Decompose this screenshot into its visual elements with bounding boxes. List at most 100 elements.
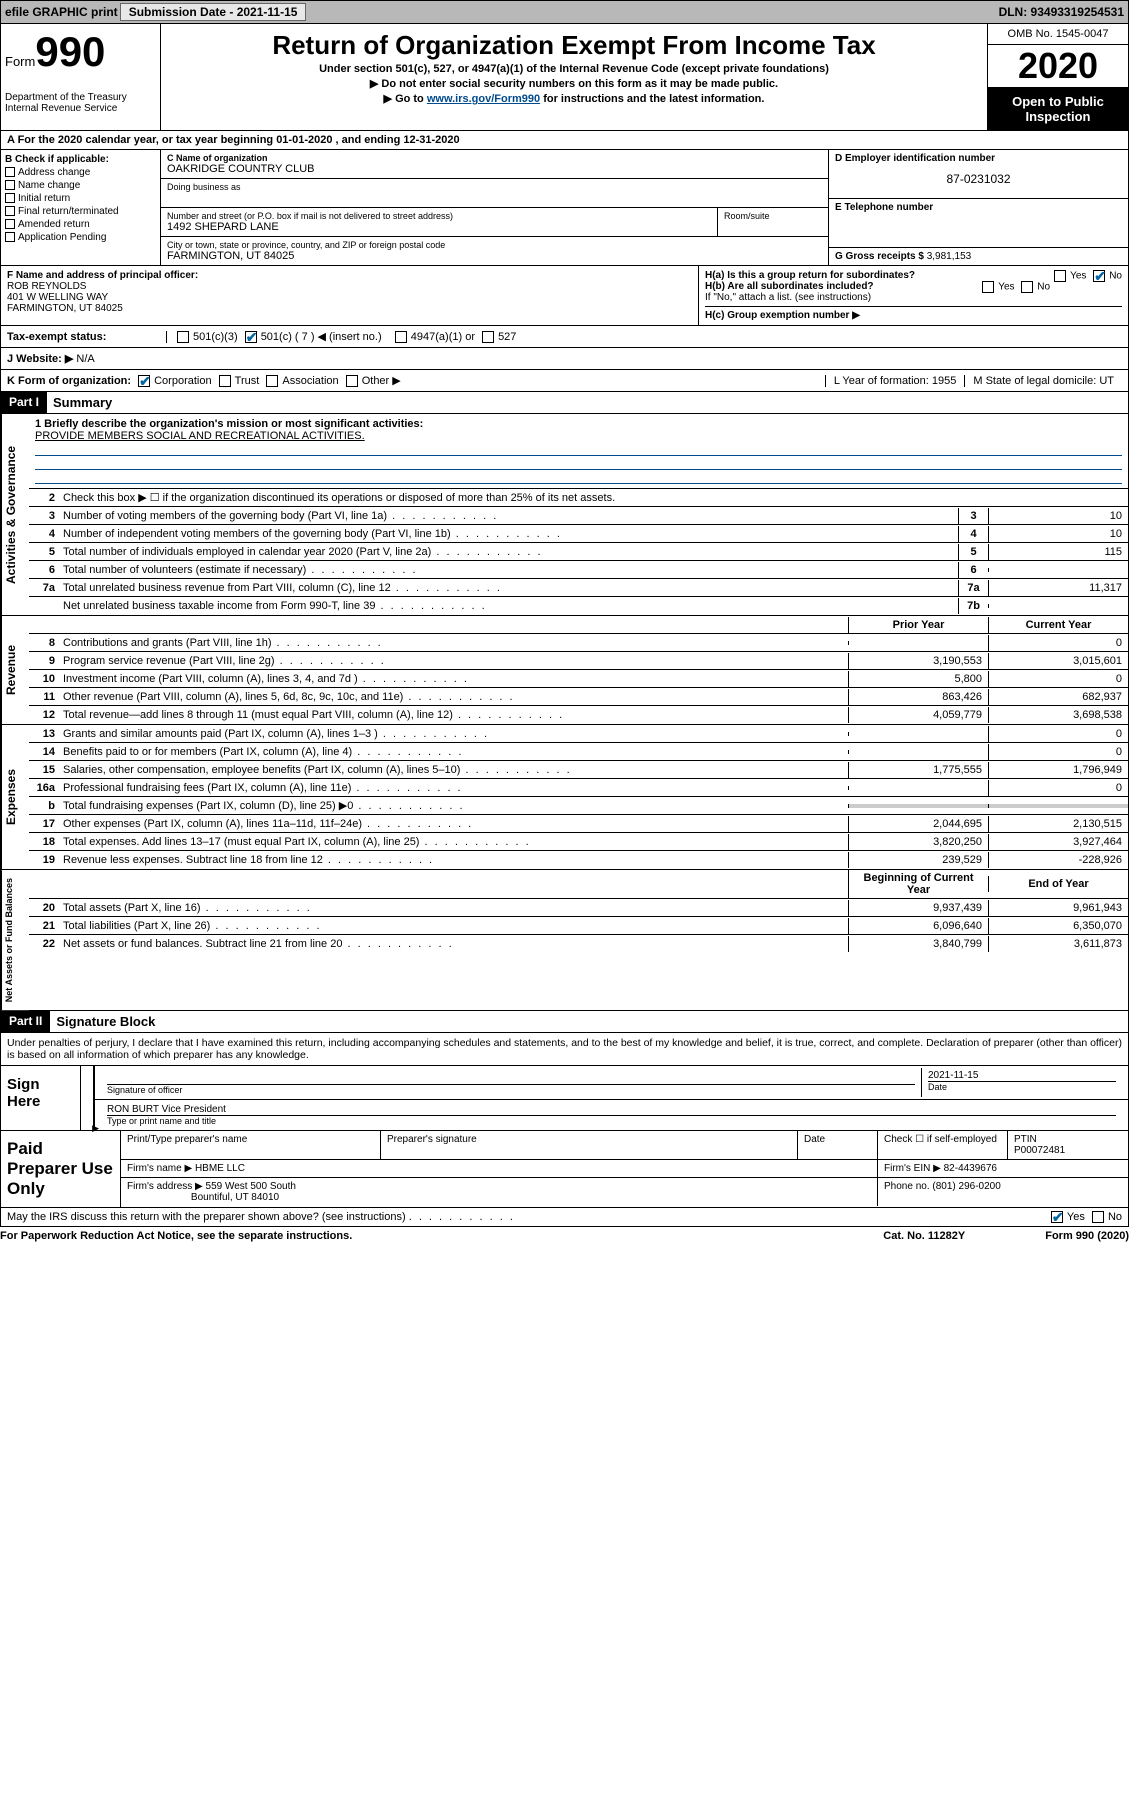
line-5: 5 Total number of individuals employed i… [29, 543, 1128, 561]
date-label: Date [928, 1081, 1116, 1092]
vlabel-governance: Activities & Governance [1, 414, 29, 615]
ha-yes[interactable] [1054, 270, 1066, 282]
end-year-header: End of Year [988, 876, 1128, 892]
officer-addr1: 401 W WELLING WAY [7, 292, 692, 303]
cb-address-change[interactable]: Address change [5, 167, 156, 178]
cb-assoc[interactable] [266, 375, 278, 387]
hb-yes[interactable] [982, 281, 994, 293]
begin-year-header: Beginning of Current Year [848, 870, 988, 898]
line2: Check this box ▶ ☐ if the organization d… [59, 489, 1128, 506]
cb-other[interactable] [346, 375, 358, 387]
vlabel-revenue: Revenue [1, 616, 29, 724]
cb-pending[interactable]: Application Pending [5, 232, 156, 243]
officer-addr2: FARMINGTON, UT 84025 [7, 303, 692, 314]
cb-final-return[interactable]: Final return/terminated [5, 206, 156, 217]
irs-link[interactable]: www.irs.gov/Form990 [427, 93, 540, 105]
firm-ein-label: Firm's EIN ▶ [884, 1163, 941, 1174]
sign-here-label: Sign Here [1, 1066, 81, 1130]
paperwork-notice: For Paperwork Reduction Act Notice, see … [0, 1230, 883, 1242]
d-label: D Employer identification number [835, 153, 1122, 164]
line-16a: 16a Professional fundraising fees (Part … [29, 779, 1128, 797]
line-9: 9 Program service revenue (Part VIII, li… [29, 652, 1128, 670]
part2-header: Part II [1, 1011, 50, 1032]
cb-501c[interactable] [245, 331, 257, 343]
cb-4947[interactable] [395, 331, 407, 343]
footer: For Paperwork Reduction Act Notice, see … [0, 1227, 1129, 1245]
line-8: 8 Contributions and grants (Part VIII, l… [29, 634, 1128, 652]
line-a: A For the 2020 calendar year, or tax yea… [0, 131, 1129, 150]
subtitle-1: Under section 501(c), 527, or 4947(a)(1)… [169, 63, 979, 75]
hb-no[interactable] [1021, 281, 1033, 293]
k-label: K Form of organization: [7, 375, 131, 387]
cb-name-change[interactable]: Name change [5, 180, 156, 191]
line-3: 3 Number of voting members of the govern… [29, 507, 1128, 525]
line-18: 18 Total expenses. Add lines 13–17 (must… [29, 833, 1128, 851]
officer-name-title: RON BURT Vice President [107, 1104, 1116, 1115]
street-address: 1492 SHEPARD LANE [167, 221, 711, 233]
tax-year: 2020 [988, 45, 1128, 88]
firm-name-label: Firm's name ▶ [127, 1163, 192, 1174]
l-year: L Year of formation: 1955 [825, 375, 965, 387]
form-number: Form990 [5, 28, 156, 76]
ha-no[interactable] [1093, 270, 1105, 282]
line-4: 4 Number of independent voting members o… [29, 525, 1128, 543]
line-11: 11 Other revenue (Part VIII, column (A),… [29, 688, 1128, 706]
line-13: 13 Grants and similar amounts paid (Part… [29, 725, 1128, 743]
cat-no: Cat. No. 11282Y [883, 1230, 965, 1242]
city-state-zip: FARMINGTON, UT 84025 [167, 250, 822, 262]
section-b: B Check if applicable: Address change Na… [0, 150, 1129, 266]
paid-preparer-label: Paid Preparer Use Only [1, 1131, 121, 1207]
dln-label: DLN: 93493319254531 [999, 5, 1124, 19]
sig-date: 2021-11-15 [928, 1070, 1116, 1081]
dept-label: Department of the Treasury Internal Reve… [5, 92, 156, 114]
hc-line: H(c) Group exemption number ▶ [705, 310, 860, 321]
prep-sig-label: Preparer's signature [381, 1131, 798, 1159]
line-17: 17 Other expenses (Part IX, column (A), … [29, 815, 1128, 833]
type-print-label: Type or print name and title [107, 1115, 1116, 1126]
gross-receipts: 3,981,153 [927, 251, 972, 262]
line-19: 19 Revenue less expenses. Subtract line … [29, 851, 1128, 869]
cb-501c3[interactable] [177, 331, 189, 343]
hb-line: H(b) Are all subordinates included? Yes … [705, 281, 1122, 292]
firm-name: HBME LLC [195, 1163, 245, 1174]
cb-amended[interactable]: Amended return [5, 219, 156, 230]
inspection-label: Open to Public Inspection [988, 88, 1128, 130]
e-label: E Telephone number [835, 202, 1122, 213]
line-22: 22 Net assets or fund balances. Subtract… [29, 935, 1128, 953]
governance-section: Activities & Governance 1 Briefly descri… [0, 414, 1129, 616]
phone-value: (801) 296-0200 [932, 1181, 1000, 1192]
line-21: 21 Total liabilities (Part X, line 26) 6… [29, 917, 1128, 935]
prep-date-label: Date [798, 1131, 878, 1159]
omb-number: OMB No. 1545-0047 [988, 24, 1128, 45]
section-fh: F Name and address of principal officer:… [0, 266, 1129, 326]
line-7a: 7a Total unrelated business revenue from… [29, 579, 1128, 597]
part1-title: Summary [47, 392, 118, 413]
line-20: 20 Total assets (Part X, line 16) 9,937,… [29, 899, 1128, 917]
prior-year-header: Prior Year [848, 617, 988, 633]
g-label: G Gross receipts $ [835, 251, 924, 262]
mission-label: 1 Briefly describe the organization's mi… [35, 418, 1122, 430]
website-value: N/A [76, 353, 94, 365]
submission-date-button[interactable]: Submission Date - 2021-11-15 [120, 3, 307, 21]
cb-corp[interactable] [138, 375, 150, 387]
firm-ein: 82-4439676 [944, 1163, 997, 1174]
firm-addr1: 559 West 500 South [206, 1181, 296, 1192]
cb-initial-return[interactable]: Initial return [5, 193, 156, 204]
part1-header: Part I [1, 392, 47, 413]
m-state: M State of legal domicile: UT [964, 375, 1122, 387]
cb-527[interactable] [482, 331, 494, 343]
preparer-section: Paid Preparer Use Only Print/Type prepar… [0, 1131, 1129, 1208]
discuss-yes[interactable] [1051, 1211, 1063, 1223]
perjury-text: Under penalties of perjury, I declare th… [0, 1033, 1129, 1066]
c-label: C Name of organization [167, 153, 268, 163]
line-b: b Total fundraising expenses (Part IX, c… [29, 797, 1128, 815]
check-applicable-label: B Check if applicable: [5, 154, 156, 165]
firm-addr-label: Firm's address ▶ [127, 1181, 203, 1192]
check-self-employed[interactable]: Check ☐ if self-employed [878, 1131, 1008, 1159]
cb-trust[interactable] [219, 375, 231, 387]
ptin-label: PTIN [1014, 1134, 1037, 1145]
city-label: City or town, state or province, country… [167, 240, 822, 250]
discuss-no[interactable] [1092, 1211, 1104, 1223]
ha-line: H(a) Is this a group return for subordin… [705, 270, 1122, 281]
efile-label: efile GRAPHIC print [5, 5, 118, 19]
